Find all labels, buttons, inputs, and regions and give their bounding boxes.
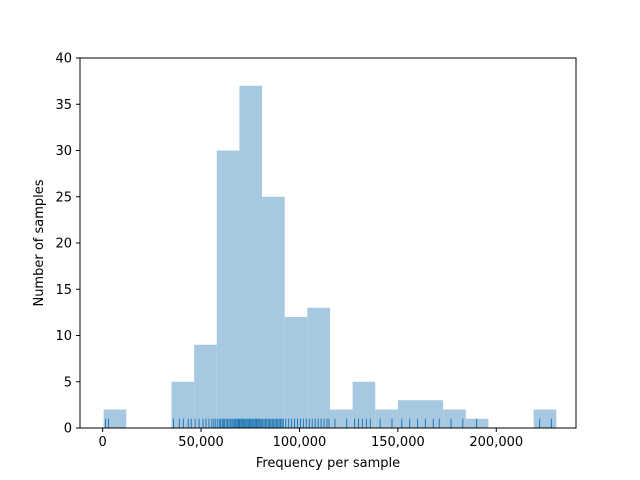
- y-tick-label: 35: [55, 98, 72, 113]
- histogram-bar: [443, 409, 466, 428]
- histogram-bar: [194, 344, 217, 428]
- y-tick-label: 25: [55, 190, 72, 205]
- histogram-bar: [533, 409, 557, 428]
- x-tick-label: 150,000: [371, 435, 425, 450]
- y-tick-label: 40: [55, 52, 72, 67]
- histogram-bar: [216, 150, 240, 428]
- histogram-bar: [352, 381, 376, 428]
- histogram-bar: [103, 409, 127, 428]
- x-axis-ticks: 0 50,000 100,000 150,000 200,000: [98, 428, 523, 450]
- y-axis-ticks: 0 5 10 15 20 25 30 35 40: [55, 52, 80, 437]
- histogram-bar: [171, 381, 195, 428]
- histogram-bar: [329, 409, 353, 428]
- x-tick-label: 0: [98, 435, 106, 450]
- y-axis-label: Number of samples: [32, 179, 47, 306]
- x-tick-label: 50,000: [178, 435, 224, 450]
- y-tick-label: 5: [64, 375, 72, 390]
- histogram-bars: [103, 85, 557, 428]
- y-tick-label: 0: [64, 422, 72, 437]
- rug-ticks: [105, 418, 552, 428]
- histogram-bar: [262, 196, 285, 428]
- y-tick-label: 10: [55, 329, 72, 344]
- y-tick-label: 15: [55, 283, 72, 298]
- histogram-bar: [375, 409, 398, 428]
- histogram-bar: [420, 400, 444, 428]
- histogram-bar: [239, 85, 263, 428]
- x-tick-label: 200,000: [469, 435, 523, 450]
- x-axis-label: Frequency per sample: [256, 456, 400, 471]
- histogram-bar: [397, 400, 421, 428]
- y-tick-label: 30: [55, 144, 72, 159]
- y-tick-label: 20: [55, 237, 72, 252]
- x-tick-label: 100,000: [273, 435, 327, 450]
- histogram-bar: [307, 307, 330, 428]
- histogram-bar: [284, 317, 308, 428]
